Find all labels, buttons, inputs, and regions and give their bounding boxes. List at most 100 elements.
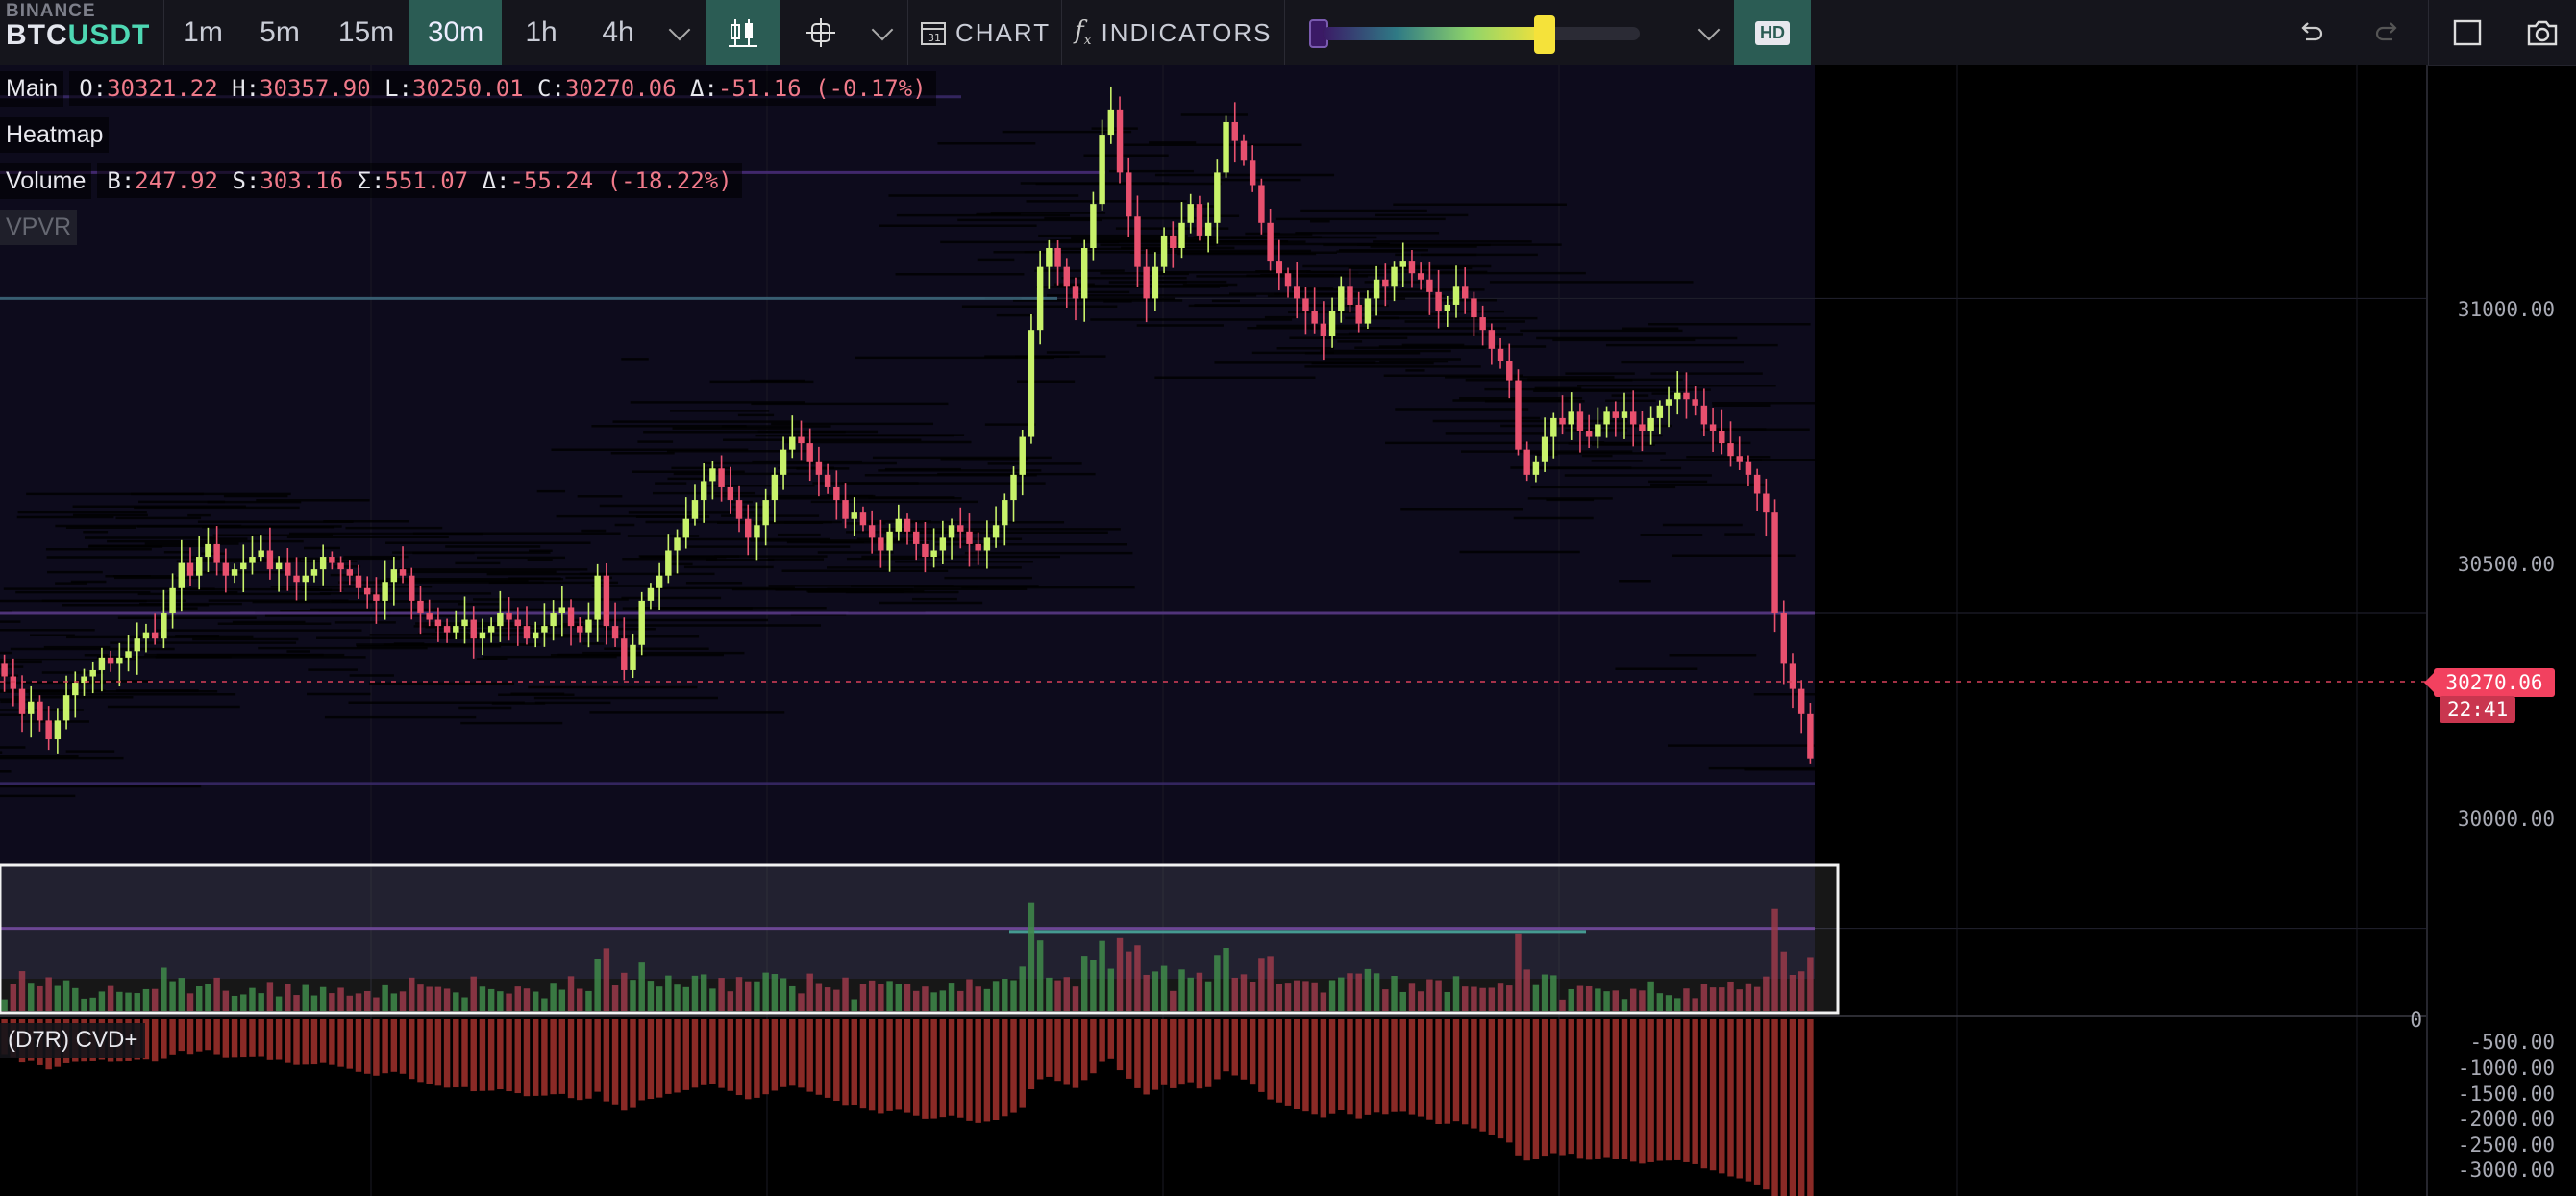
cvd-bar [346,1019,354,1069]
candle-body [1585,431,1593,437]
redo-icon [2375,22,2397,41]
cvd-bar [630,1019,636,1108]
volume-bar [638,962,645,1011]
timeframe-30m[interactable]: 30m [409,0,502,65]
volume-bar [1152,971,1159,1011]
volume-series-name[interactable]: Volume [0,163,92,199]
slider-max-handle[interactable] [1534,15,1555,54]
price-axis-label: 31000.00 [2457,298,2555,321]
cvd-bar [957,1019,964,1118]
cvd-bar [1072,1019,1079,1088]
fullscreen-button[interactable] [2438,0,2497,65]
volume-bar [453,992,459,1011]
volume-bar [205,984,211,1011]
square-icon [2453,19,2482,46]
undo-button[interactable] [2282,0,2340,65]
volume-bar [621,972,628,1011]
candle-body [1408,261,1416,274]
timeframe-1m[interactable]: 1m [183,16,223,48]
volume-bar [1797,971,1805,1011]
drawing-tools-dropdown[interactable] [861,0,904,65]
volume-bar [1789,974,1796,1011]
cvd-bar [868,1019,876,1111]
cvd-bar [1719,1019,1725,1174]
volume-bar [859,984,867,1011]
cvd-bar [806,1019,813,1092]
candlestick-icon [729,19,757,47]
candle-body [939,537,947,551]
volume-bar [1452,976,1460,1011]
timeframe-1h[interactable]: 1h [525,16,557,48]
cvd-legend[interactable]: (D7R) CVD+ [0,1023,146,1058]
timeframe-5m[interactable]: 5m [260,16,300,48]
candle-body [18,688,26,714]
symbol-selector[interactable]: BINANCE BTCUSDT [6,0,158,65]
volume-bar [1753,986,1761,1011]
volume-bar [665,975,672,1011]
cvd-bar [1541,1019,1548,1157]
drawing-tools-button[interactable] [786,0,855,65]
cvd-bar [1515,1019,1522,1156]
volume-bar [1568,988,1574,1011]
candle-body [37,701,43,721]
heatmap-intensity-slider[interactable] [1309,13,1663,54]
cvd-bar [329,1019,335,1065]
hd-toggle[interactable]: HD [1734,0,1811,65]
candle-body [621,638,628,670]
candle-body [81,676,87,684]
symbol-label: BTCUSDT [6,19,151,51]
cvd-bar [1170,1019,1177,1088]
candle-body [1709,424,1717,431]
cvd-bar [735,1019,743,1096]
volume-bar [186,993,194,1011]
redo-button[interactable] [2359,0,2416,65]
candle-body [1763,493,1770,513]
slider-dropdown[interactable] [1688,0,1730,65]
screenshot-button[interactable] [2513,0,2572,65]
cvd-bar [948,1019,955,1116]
cvd-bar [1284,1019,1292,1106]
cvd-bar [337,1019,344,1067]
candle-body [727,486,734,501]
cvd-axis-label: -2000.00 [2457,1108,2555,1131]
candle-body [1249,160,1256,186]
volume-bar [1639,990,1646,1011]
timeframe-dropdown[interactable] [659,0,700,65]
candle-body [1214,172,1221,223]
cvd-bar [399,1019,407,1074]
candle-body [1647,417,1654,431]
chart-settings-button[interactable]: 31 CHART [919,0,1052,65]
cvd-bar [1080,1019,1088,1081]
cvd-bar [780,1019,787,1087]
volume-bar [45,977,52,1011]
cvd-bar [992,1019,1000,1121]
main-series-name[interactable]: Main [0,71,64,107]
cvd-bar [275,1019,283,1060]
volume-bar [1550,975,1557,1011]
candle-body [1479,317,1486,331]
volume-bar [1585,985,1593,1011]
candle-body [1674,392,1681,400]
candle-body [603,575,610,627]
volume-bar [992,981,1000,1011]
candlestick-type-button[interactable] [706,0,780,65]
candle-body [399,569,407,576]
volume-bar [878,984,884,1011]
timeframe-15m[interactable]: 15m [337,16,395,48]
heatmap-series-name[interactable]: Heatmap [0,117,110,153]
candle-body [443,626,451,633]
candle-body [1364,298,1372,324]
indicators-button[interactable]: fx INDICATORS [1075,0,1276,65]
cvd-bar [1223,1019,1229,1072]
volume-bar [1240,974,1248,1011]
timeframe-4h[interactable]: 4h [602,16,634,48]
hd-label: HD [1755,20,1790,45]
volume-bar [169,981,176,1011]
cvd-bar [1727,1019,1734,1177]
chart-canvas[interactable] [0,65,2576,1196]
vpvr-series-name[interactable]: VPVR [0,210,78,245]
candle-body [1736,456,1743,462]
cvd-bar [1178,1019,1185,1085]
cvd-bar [1231,1019,1238,1076]
candle-body [1196,204,1203,236]
